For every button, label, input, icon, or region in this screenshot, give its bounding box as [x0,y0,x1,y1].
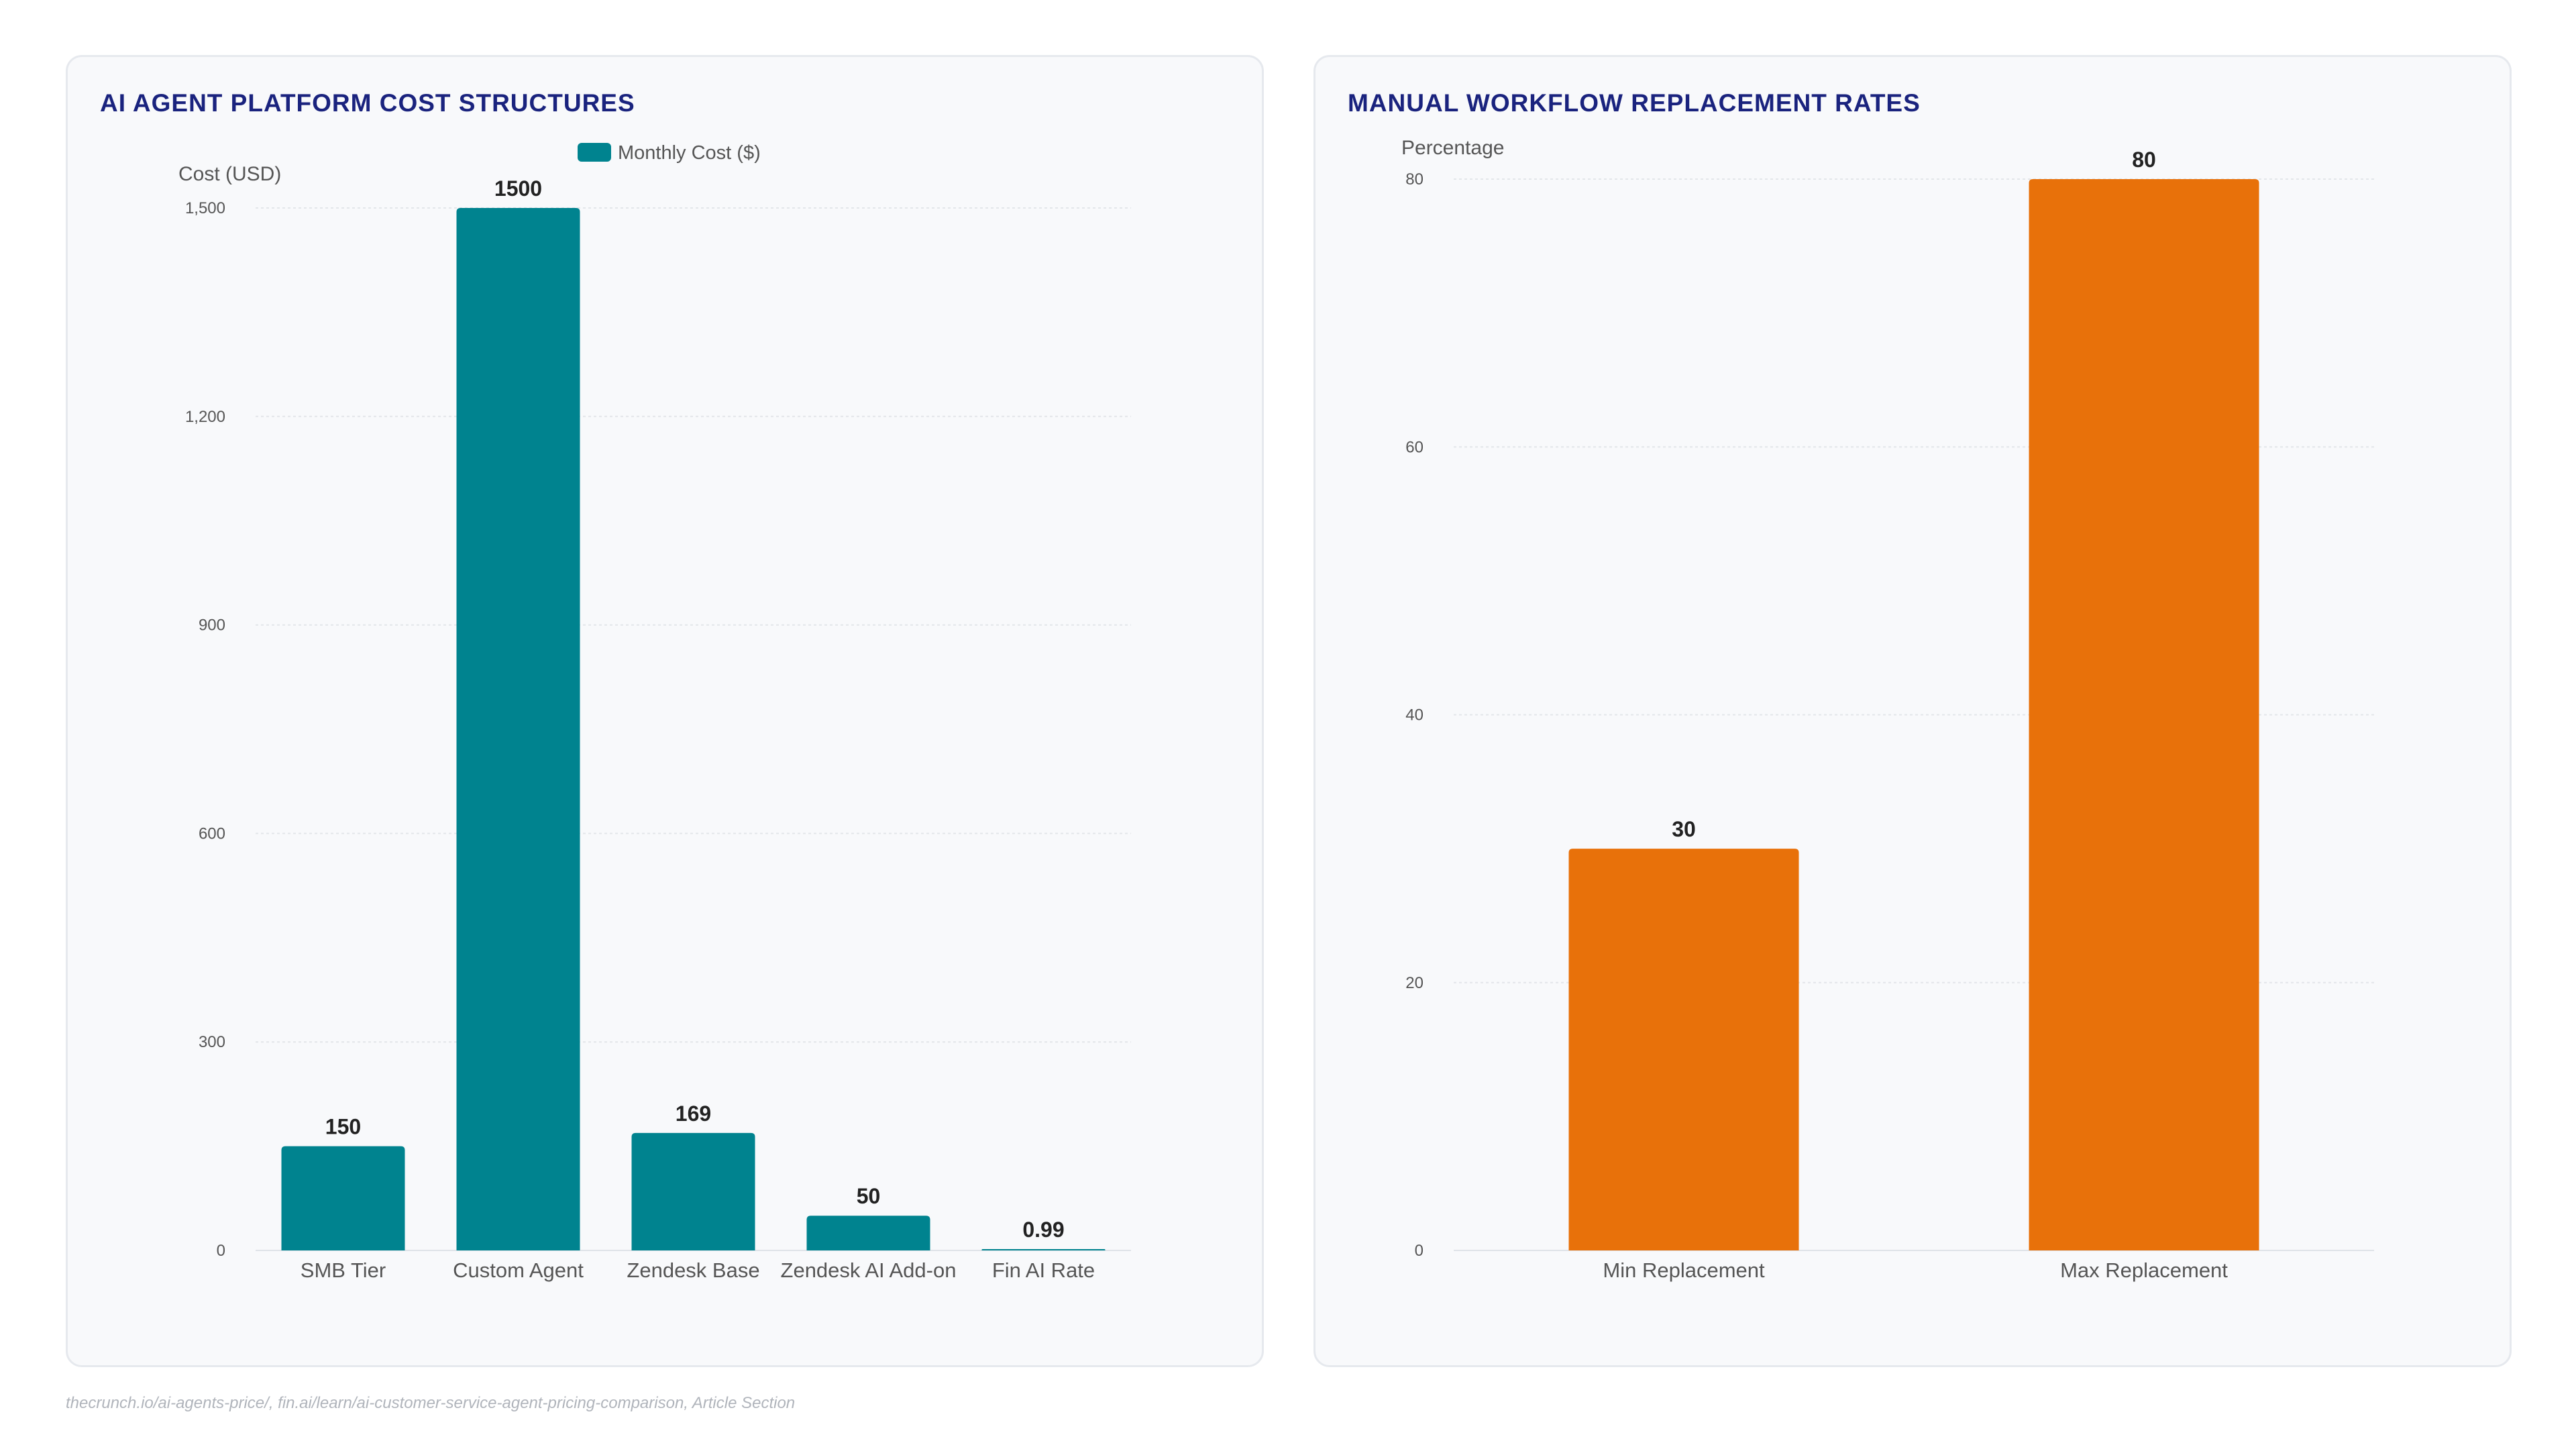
value-label: 50 [857,1184,881,1208]
value-label: 1500 [494,176,542,201]
y-tick-label: 80 [1405,170,1424,189]
value-label: 80 [2132,148,2156,172]
y-tick-label: 600 [199,824,225,843]
x-tick-label: Custom Agent [453,1258,584,1282]
chart-title: AI AGENT PLATFORM COST STRUCTURES [100,89,635,117]
value-label: 169 [676,1102,711,1126]
replacement-rates-panel: MANUAL WORKFLOW REPLACEMENT RATES 0 20 40 6… [1313,55,2512,1367]
y-tick-label: 0 [217,1242,225,1260]
value-label: 150 [325,1115,361,1139]
cost-structures-panel: AI AGENT PLATFORM COST STRUCTURES 0 300 60… [66,55,1264,1367]
source-note: thecrunch.io/ai-agents-price/, fin.ai/le… [66,1394,796,1412]
bar [456,208,580,1250]
x-tick-label: Fin AI Rate [992,1258,1095,1282]
y-axis-title: Cost (USD) [178,163,281,185]
y-tick-label: 0 [1415,1242,1424,1260]
value-label: 0.99 [1022,1218,1064,1242]
value-label: 30 [1672,817,1696,841]
chart-title: MANUAL WORKFLOW REPLACEMENT RATES [1348,89,1921,117]
cost-structures-chart: 0 300 600 900 1,200 1,500 Cost (USD) Monthly Co… [178,142,1131,1282]
bar [1568,849,1799,1250]
bar [806,1216,930,1250]
x-tick-label: Zendesk Base [627,1258,759,1282]
legend-swatch [578,143,611,162]
x-tick-label: Zendesk AI Add-on [781,1258,957,1282]
bar [981,1249,1106,1250]
x-tick-label: Min Replacement [1603,1258,1765,1282]
y-tick-label: 60 [1405,438,1424,456]
replacement-rates-chart: 0 20 40 60 80 Percentage 30 Min Replacement 80 Ma… [1401,137,2374,1282]
bar [2029,179,2259,1250]
bar [631,1132,755,1250]
x-tick-label: SMB Tier [301,1258,386,1282]
y-tick-label: 1,500 [185,199,225,217]
y-tick-label: 900 [199,616,225,635]
bar [281,1146,405,1250]
y-tick-label: 300 [199,1033,225,1051]
y-axis-title: Percentage [1401,137,1504,159]
y-tick-label: 40 [1405,706,1424,724]
x-tick-label: Max Replacement [2060,1258,2228,1282]
legend-label: Monthly Cost ($) [618,142,761,164]
y-tick-label: 20 [1405,974,1424,992]
y-tick-label: 1,200 [185,408,225,426]
